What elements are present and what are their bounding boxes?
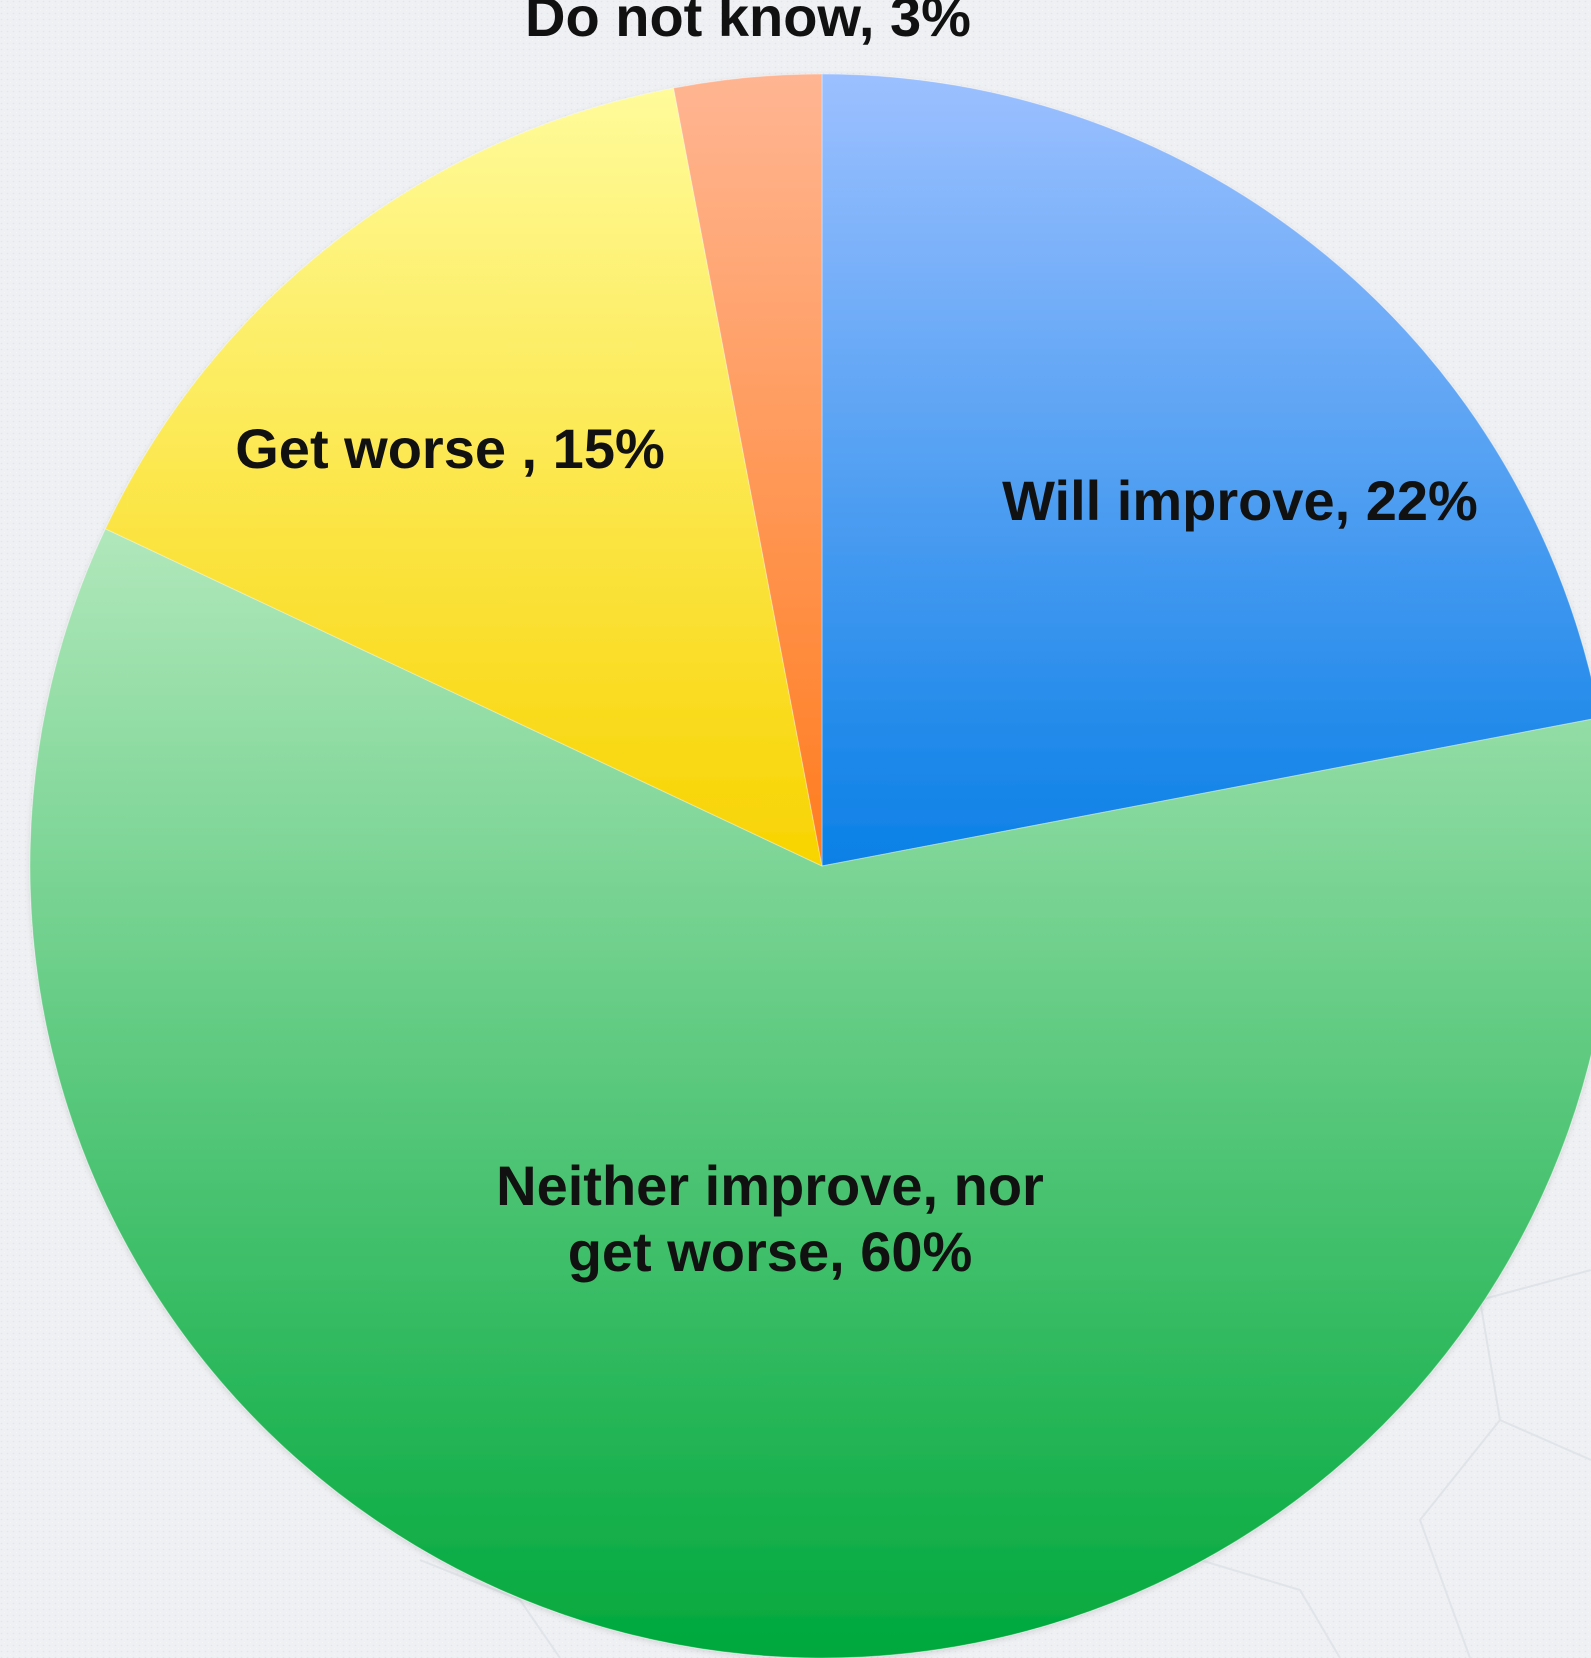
pie-slice-do-not-know [673,73,823,867]
data-label-neither-improve-nor-get-worse: Neither improve, nor get worse, 60% [496,1154,1044,1283]
data-label-line: get worse, 60% [568,1220,973,1283]
data-labels: Will improve, 22% Neither improve, nor get… [235,0,1478,1283]
pie-slice-neither-improve-nor-get-worse [29,528,1591,1658]
pie-slice-will-improve [821,73,1591,867]
data-label-will-improve: Will improve, 22% [1002,469,1478,532]
pie-slices [29,73,1591,1658]
data-label-get-worse: Get worse , 15% [235,417,665,480]
pie-slice-get-worse [104,87,823,867]
data-label-do-not-know: Do not know, 3% [525,0,971,48]
data-label-line: Neither improve, nor [496,1154,1044,1217]
